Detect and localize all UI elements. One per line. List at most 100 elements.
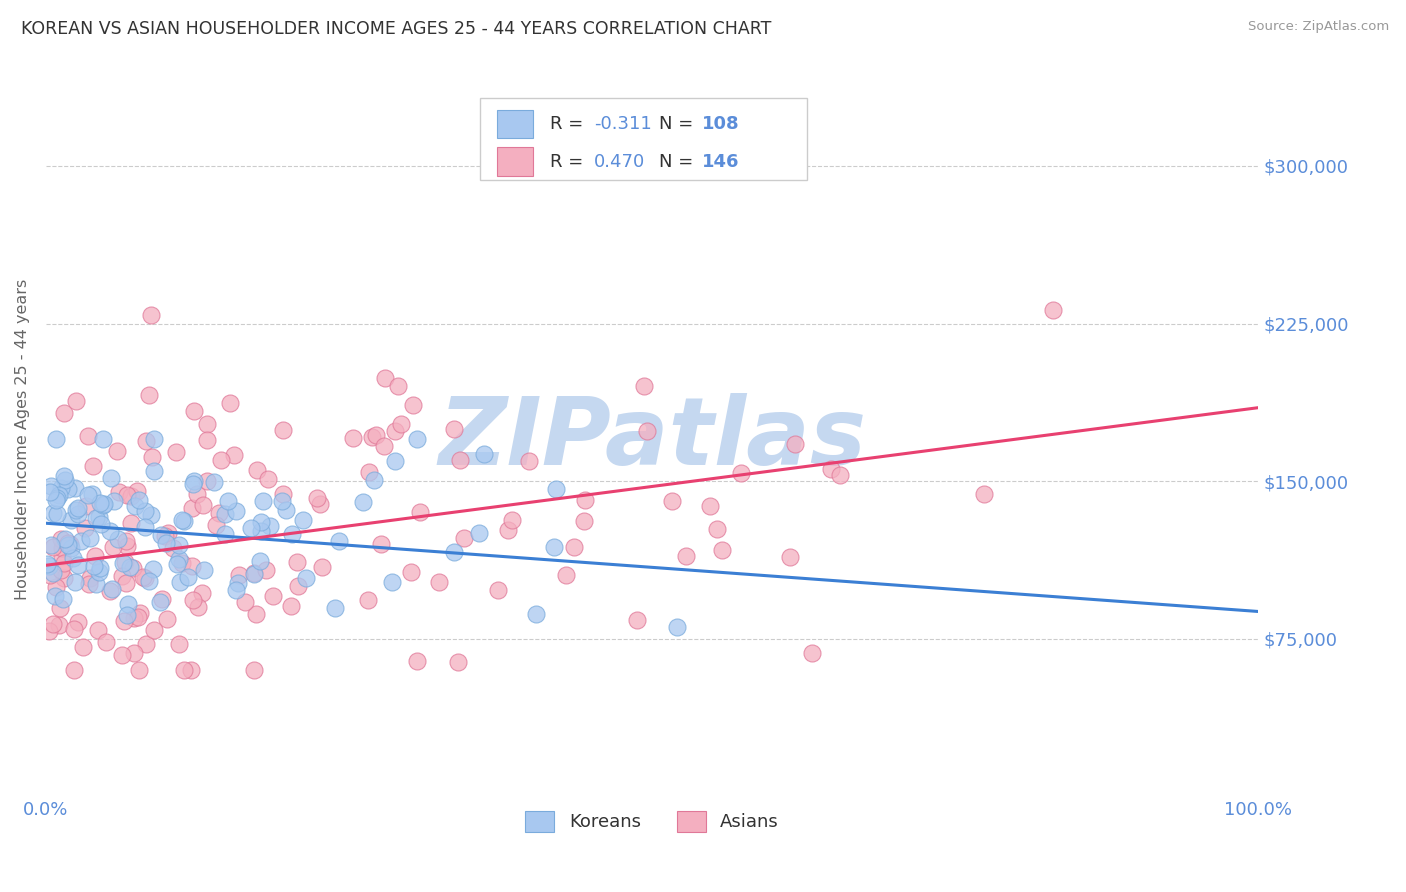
Point — [233, 595, 256, 609]
Point — [115, 534, 138, 549]
Point — [401, 398, 423, 412]
Point — [48, 488, 70, 502]
Point — [250, 524, 273, 538]
Point — [72, 640, 94, 655]
Text: N =: N = — [659, 115, 700, 133]
Point — [128, 606, 150, 620]
Text: 0.470: 0.470 — [593, 153, 645, 170]
Point — [245, 607, 267, 622]
Point — [52, 592, 75, 607]
Point — [89, 496, 111, 510]
Point — [285, 555, 308, 569]
Point — [626, 614, 648, 628]
Point — [226, 576, 249, 591]
Point — [271, 424, 294, 438]
Point — [56, 539, 79, 553]
Point — [107, 532, 129, 546]
Point — [42, 540, 65, 554]
Point — [280, 599, 302, 614]
Point — [76, 428, 98, 442]
Point — [134, 504, 156, 518]
Point — [84, 511, 107, 525]
Point — [172, 556, 194, 570]
Point — [295, 571, 318, 585]
Point — [800, 646, 823, 660]
Point — [52, 556, 75, 570]
Point — [46, 491, 69, 505]
Point — [173, 664, 195, 678]
Point — [633, 378, 655, 392]
Point — [357, 593, 380, 607]
Point — [111, 569, 134, 583]
Point — [187, 600, 209, 615]
Text: ZIPatlas: ZIPatlas — [439, 393, 866, 485]
Point — [120, 516, 142, 530]
Point — [49, 481, 72, 495]
Point — [115, 539, 138, 553]
Point — [447, 655, 470, 669]
Point — [111, 556, 134, 570]
Point — [370, 537, 392, 551]
Point — [114, 555, 136, 569]
Point — [112, 614, 135, 628]
Point — [219, 395, 242, 409]
Point — [63, 622, 86, 636]
Point — [217, 494, 239, 508]
Point — [467, 525, 489, 540]
Point — [86, 623, 108, 637]
Point — [62, 551, 84, 566]
Point — [381, 574, 404, 589]
Point — [111, 648, 134, 662]
Point — [443, 422, 465, 436]
Point — [48, 601, 70, 615]
Point — [141, 308, 163, 322]
Point — [38, 624, 60, 638]
Point — [636, 424, 658, 438]
Point — [311, 560, 333, 574]
Point — [180, 664, 202, 678]
Point — [153, 529, 176, 543]
Point — [83, 558, 105, 573]
Point — [271, 487, 294, 501]
FancyBboxPatch shape — [496, 147, 533, 176]
Point — [69, 533, 91, 548]
Point — [65, 575, 87, 590]
Point — [132, 570, 155, 584]
Point — [828, 467, 851, 482]
Point — [167, 552, 190, 566]
Point — [384, 454, 406, 468]
Point — [66, 615, 89, 630]
Text: KOREAN VS ASIAN HOUSEHOLDER INCOME AGES 25 - 44 YEARS CORRELATION CHART: KOREAN VS ASIAN HOUSEHOLDER INCOME AGES … — [21, 20, 772, 37]
Point — [243, 566, 266, 580]
Point — [38, 484, 60, 499]
Point — [59, 537, 82, 551]
Point — [706, 522, 728, 536]
Point — [165, 445, 187, 459]
Point — [209, 453, 232, 467]
Point — [252, 493, 274, 508]
Point — [181, 559, 204, 574]
Point — [675, 549, 697, 563]
Point — [262, 589, 284, 603]
FancyBboxPatch shape — [479, 97, 807, 180]
Point — [91, 498, 114, 512]
Point — [173, 514, 195, 528]
Point — [167, 637, 190, 651]
Point — [246, 463, 269, 477]
Point — [409, 505, 432, 519]
Point — [62, 664, 84, 678]
Point — [307, 491, 329, 506]
Point — [98, 524, 121, 539]
Point — [67, 500, 90, 515]
Point — [389, 417, 412, 431]
Point — [117, 488, 139, 502]
Point — [134, 519, 156, 533]
Point — [249, 554, 271, 568]
Point — [56, 482, 79, 496]
Point — [186, 486, 208, 500]
Point — [281, 527, 304, 541]
Point — [353, 495, 375, 509]
Point — [142, 562, 165, 576]
Point — [42, 506, 65, 520]
Point — [486, 582, 509, 597]
